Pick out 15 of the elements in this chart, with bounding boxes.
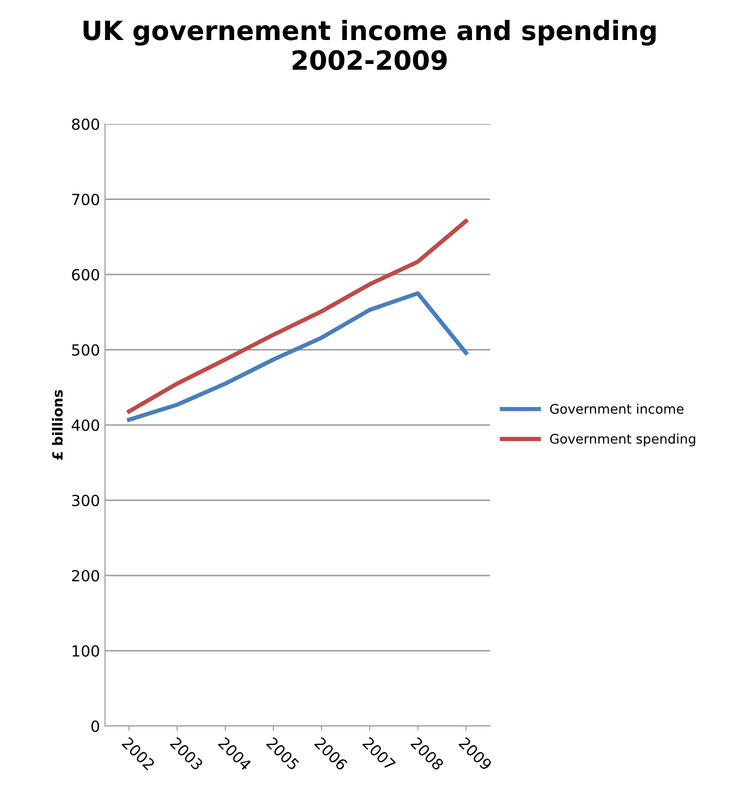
y-tick-label: 700 <box>72 194 100 206</box>
y-tick-label: 300 <box>72 494 100 506</box>
y-tick-label: 800 <box>72 118 100 130</box>
y-tick-label: 400 <box>72 419 100 432</box>
legend-label: Government spending <box>550 434 696 446</box>
y-axis-title: £ billions <box>52 390 63 460</box>
y-tick-label: 500 <box>72 344 100 356</box>
line-series <box>126 291 468 422</box>
y-tick-label: 200 <box>72 570 100 582</box>
legend-label: Government income <box>550 404 684 414</box>
line-series <box>126 218 468 414</box>
y-tick-label: 100 <box>72 645 100 657</box>
y-tick-label: 0 <box>91 720 100 732</box>
chart-title: UK governement income and spending 2002-2009 <box>84 20 656 70</box>
y-tick-label: 600 <box>72 268 100 281</box>
